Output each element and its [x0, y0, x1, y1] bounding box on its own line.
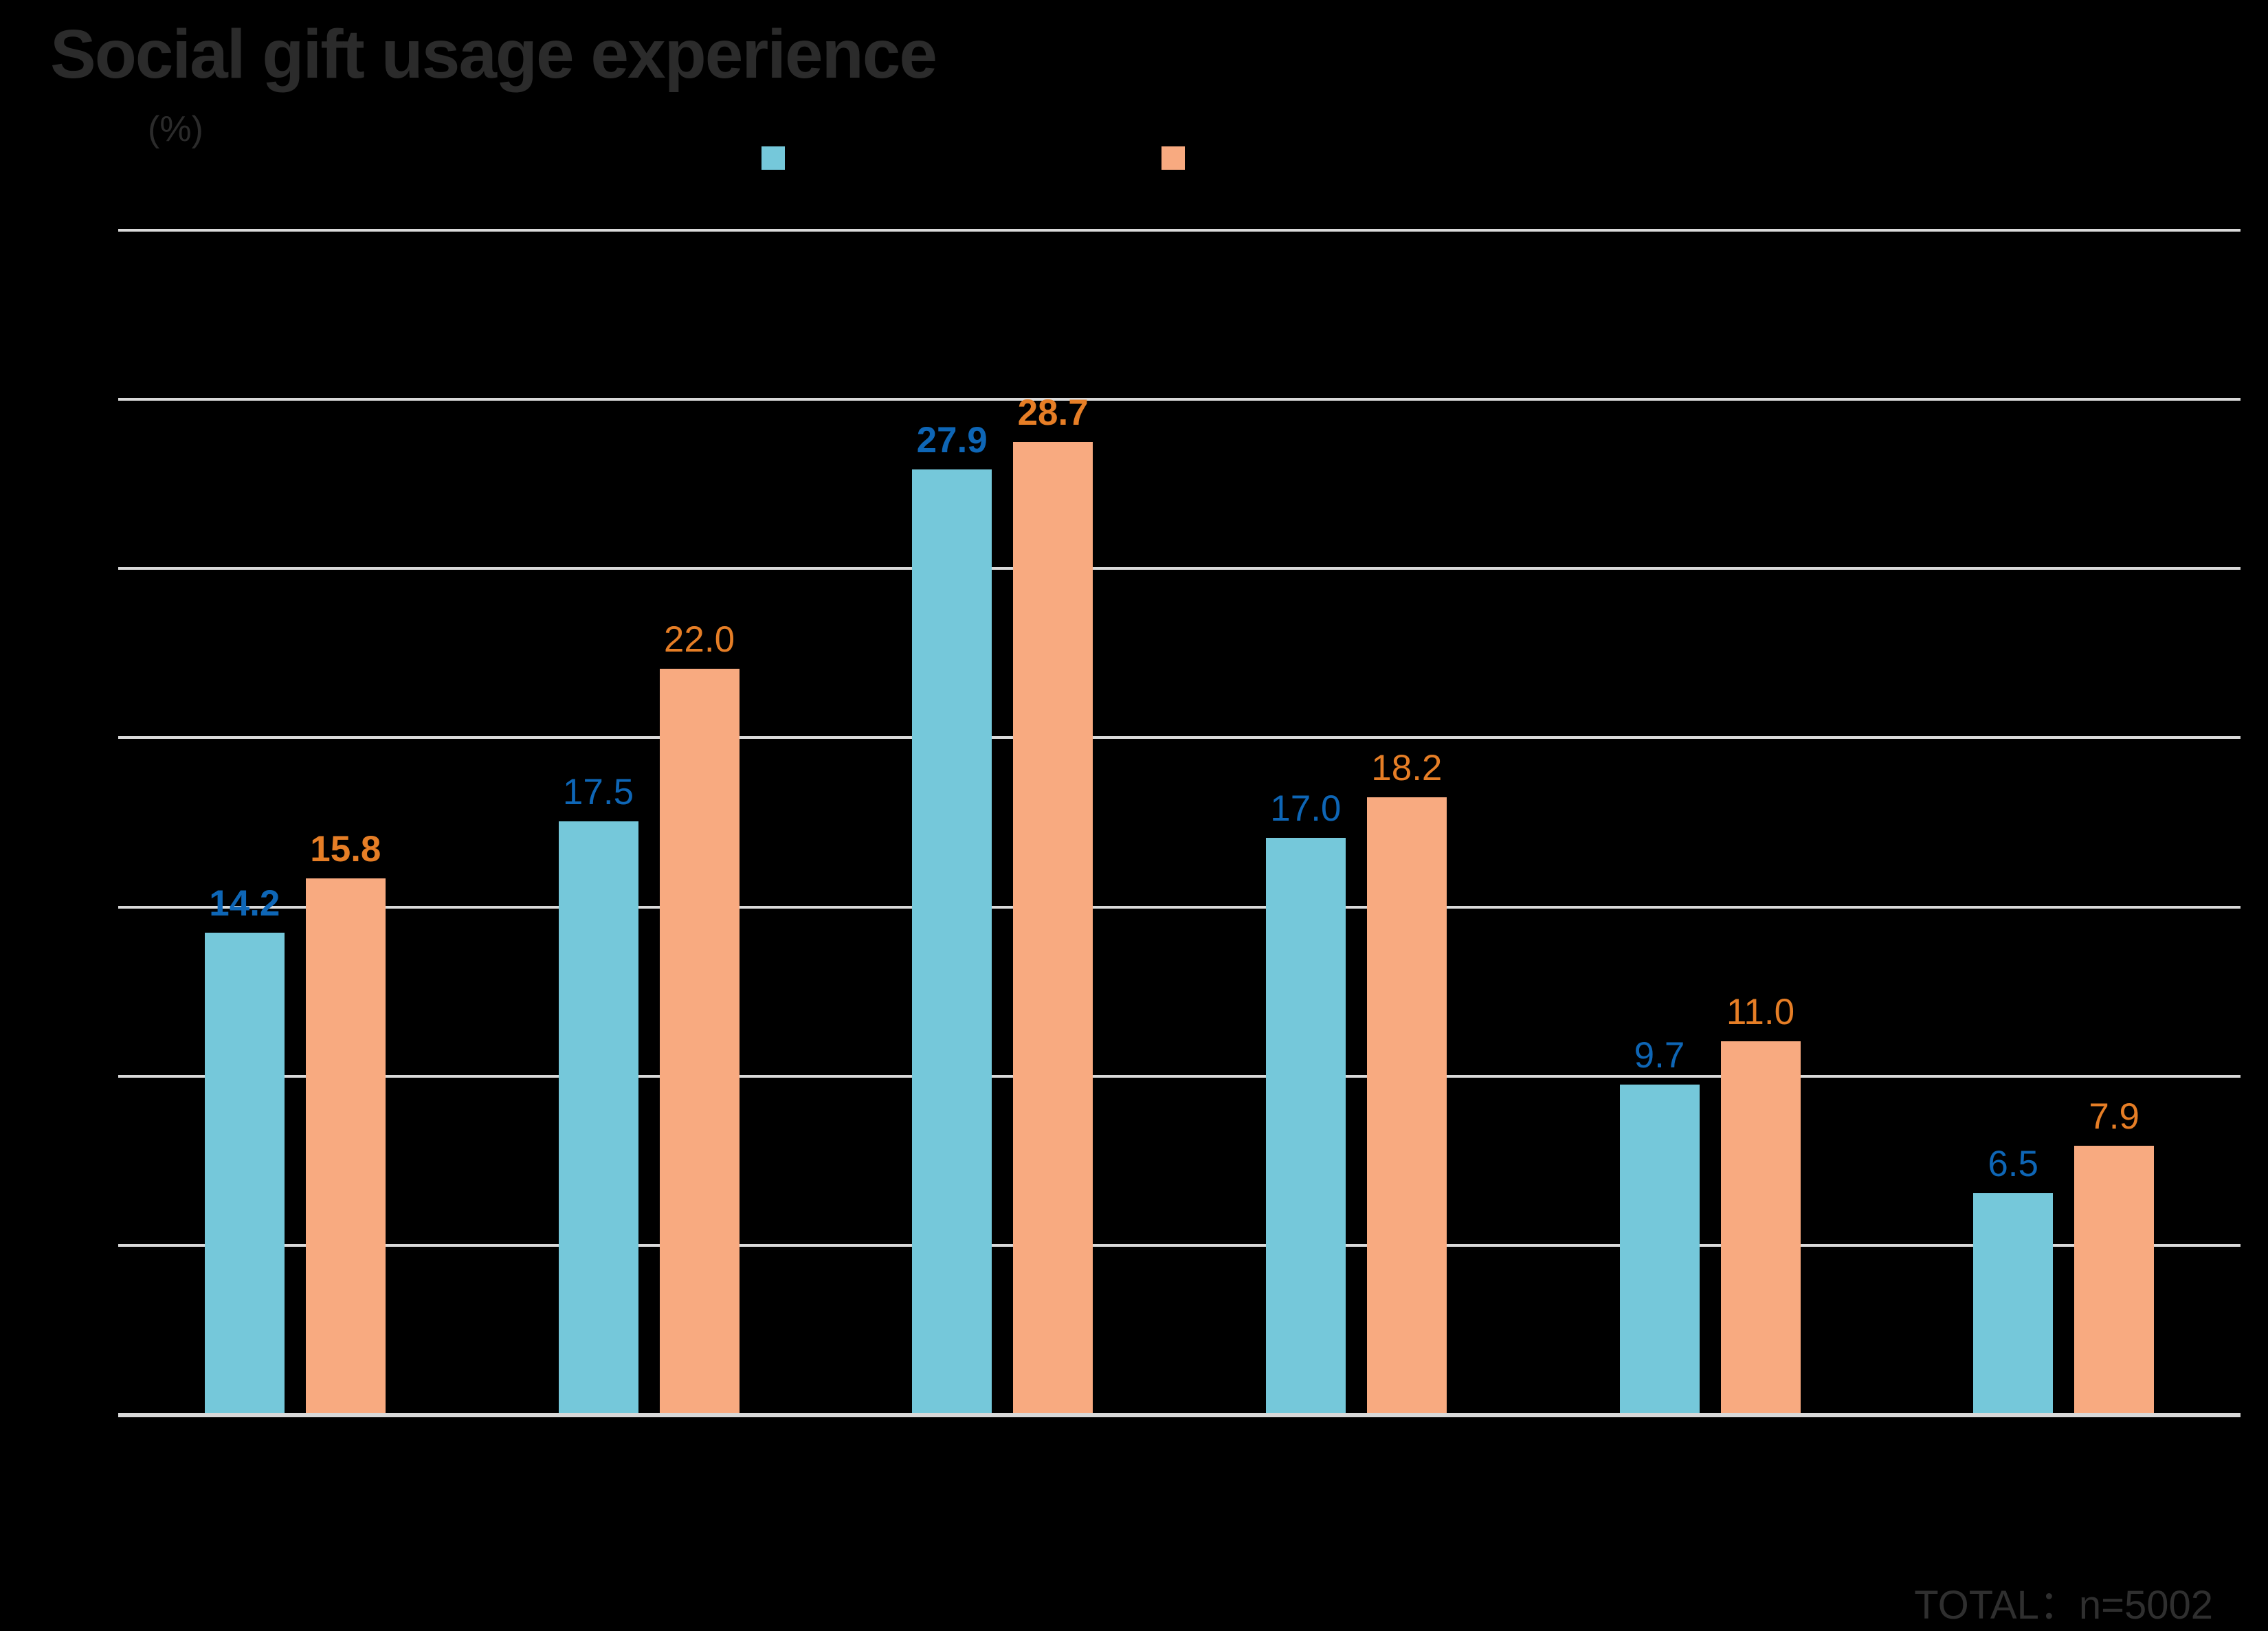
- value-label-series1-group2: 17.5: [562, 771, 634, 812]
- value-label-series2-group1: 15.8: [310, 829, 381, 870]
- bar-series2-group5: [1720, 1041, 1801, 1413]
- value-label-series2-group4: 18.2: [1371, 748, 1443, 789]
- value-label-series1-group3: 27.9: [916, 419, 988, 461]
- bar-series1-group1: [204, 932, 285, 1413]
- gridline-35: [118, 229, 2241, 232]
- value-label-series2-group5: 11.0: [1726, 991, 1795, 1032]
- bar-series2-group2: [659, 668, 740, 1413]
- gridline-15: [118, 905, 2241, 909]
- bar-series1-group3: [912, 469, 992, 1413]
- bar-series2-group3: [1013, 442, 1093, 1413]
- gridline-30: [118, 398, 2241, 401]
- gridline-25: [118, 567, 2241, 570]
- chart-title: Social gift usage experience: [50, 16, 937, 93]
- value-label-series1-group5: 9.7: [1634, 1035, 1685, 1076]
- gridline-5: [118, 1243, 2241, 1247]
- x-axis-baseline: [118, 1413, 2241, 1417]
- y-axis-unit-label: (%): [148, 109, 203, 149]
- value-label-series1-group1: 14.2: [209, 883, 280, 924]
- bar-series2-group1: [305, 878, 386, 1413]
- value-label-series1-group4: 17.0: [1270, 788, 1342, 830]
- bar-series1-group4: [1265, 838, 1346, 1413]
- bar-series2-group6: [2074, 1146, 2155, 1413]
- value-label-series2-group3: 28.7: [1017, 392, 1089, 434]
- value-label-series1-group6: 6.5: [1988, 1144, 2038, 1185]
- bar-series1-group5: [1619, 1085, 1700, 1413]
- gridline-20: [118, 736, 2241, 740]
- bar-series1-group2: [558, 821, 638, 1413]
- bar-series1-group6: [1973, 1193, 2054, 1413]
- gridline-10: [118, 1074, 2241, 1078]
- value-label-series2-group2: 22.0: [663, 619, 735, 660]
- bar-series2-group4: [1366, 797, 1447, 1413]
- sample-size-footnote: TOTAL：n=5002: [1914, 1583, 2213, 1628]
- value-label-series2-group6: 7.9: [2089, 1096, 2139, 1138]
